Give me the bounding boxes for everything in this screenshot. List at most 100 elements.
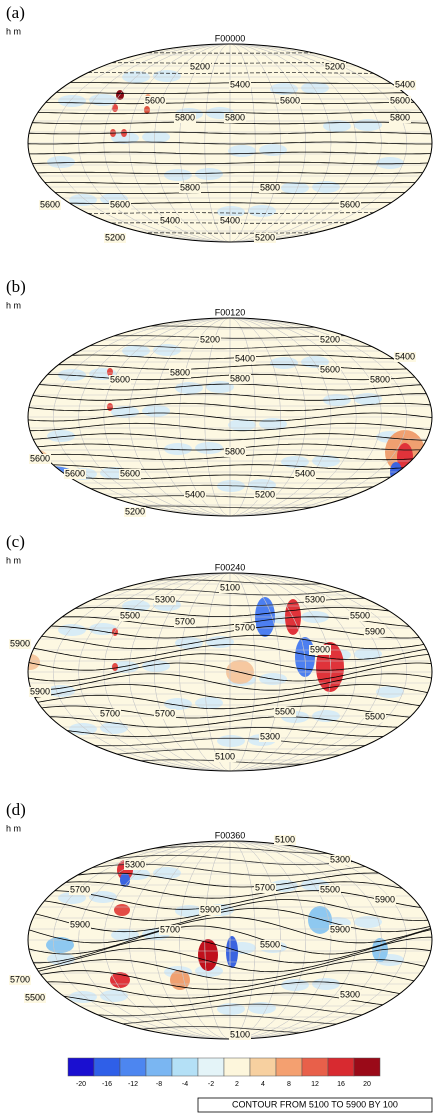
- contour-label: 5800: [230, 373, 250, 383]
- contour-label: 5200: [200, 334, 220, 344]
- contour-label: 5500: [260, 939, 280, 949]
- contour-label: 5200: [320, 334, 340, 344]
- map-speckle: [376, 157, 404, 169]
- colorbar-label: -12: [128, 1081, 138, 1088]
- contour-label: 5500: [350, 610, 370, 620]
- map-speckle: [365, 587, 393, 599]
- anomaly: [107, 403, 113, 411]
- colorbar-label: 16: [337, 1081, 345, 1088]
- map-speckle: [100, 722, 128, 734]
- map-speckle: [195, 168, 223, 180]
- colorbar-label: -2: [208, 1081, 214, 1088]
- map: [0, 318, 432, 516]
- panel-label: (b): [6, 277, 26, 296]
- contour-label: 5700: [235, 622, 255, 632]
- anomaly: [114, 904, 130, 916]
- colorbar-label: 4: [261, 1081, 265, 1088]
- anomaly: [308, 906, 332, 934]
- map-speckle: [47, 156, 75, 168]
- colorbar-swatch: [250, 1058, 276, 1076]
- contour-label: 5600: [390, 95, 410, 105]
- colorbar-label: -20: [76, 1081, 86, 1088]
- map-speckle: [36, 854, 64, 866]
- map-speckle: [365, 855, 393, 867]
- units: h m: [6, 823, 21, 833]
- contour-label: 5600: [320, 364, 340, 374]
- colorbar-label: -16: [102, 1081, 112, 1088]
- contour-label: 5700: [10, 974, 30, 984]
- panel-label: (d): [6, 800, 26, 819]
- map-speckle: [100, 990, 128, 1002]
- contour-label: 5300: [305, 594, 325, 604]
- contour-label: 5900: [330, 924, 350, 934]
- colorbar-swatch: [120, 1058, 146, 1076]
- map-speckle: [228, 145, 256, 157]
- map-speckle: [217, 735, 245, 747]
- contour-label: 5800: [180, 182, 200, 192]
- colorbar-label: 20: [363, 1081, 371, 1088]
- map-speckle: [365, 332, 393, 344]
- contour-label: 5200: [325, 61, 345, 71]
- contour-label: 5100: [230, 1029, 250, 1039]
- map-speckle: [36, 586, 64, 598]
- contour-label: 5400: [395, 351, 415, 361]
- contour-label: 5400: [235, 353, 255, 363]
- units: h m: [6, 26, 21, 36]
- contour-label: 5400: [295, 468, 315, 478]
- contour-label: 5600: [40, 199, 60, 209]
- colorbar-label: -8: [156, 1081, 162, 1088]
- map-speckle: [58, 95, 86, 107]
- map-speckle: [281, 979, 309, 991]
- colorbar-label: -4: [182, 1081, 188, 1088]
- map-speckle: [69, 194, 97, 206]
- contour-label: 5500: [25, 992, 45, 1002]
- contour-label: 5300: [260, 731, 280, 741]
- anomaly: [112, 663, 118, 671]
- contour-label: 5800: [225, 446, 245, 456]
- contour-label: 5800: [390, 112, 410, 122]
- contour-label: 5200: [105, 232, 125, 242]
- anomaly: [226, 936, 238, 968]
- contour-label: 5300: [125, 859, 145, 869]
- contour-label: 5300: [330, 854, 350, 864]
- map-speckle: [142, 405, 170, 417]
- map-speckle: [195, 697, 223, 709]
- contour-label: 5600: [110, 199, 130, 209]
- contour-label: 5700: [100, 708, 120, 718]
- time-label: F00240: [215, 562, 246, 572]
- contour-label: 5500: [120, 610, 140, 620]
- map-speckle: [164, 169, 192, 181]
- colorbar-label: 8: [287, 1081, 291, 1088]
- map-speckle: [153, 344, 181, 356]
- time-label: F00000: [215, 33, 246, 43]
- colorbar-swatch: [328, 1058, 354, 1076]
- contour-label: 5800: [170, 367, 190, 377]
- figure: (a)h mF000005200520054005400560056005600…: [0, 0, 435, 1115]
- map: [20, 573, 432, 771]
- map-speckle: [281, 182, 309, 194]
- time-label: F00120: [215, 307, 246, 317]
- time-label: F00360: [215, 830, 246, 840]
- contour-label: 5500: [365, 711, 385, 721]
- contour-label: 5700: [155, 708, 175, 718]
- map-speckle: [195, 442, 223, 454]
- contour-label: 5100: [215, 751, 235, 761]
- contour-label: 5300: [155, 594, 175, 604]
- units: h m: [6, 300, 21, 310]
- map-speckle: [142, 131, 170, 143]
- units: h m: [6, 555, 21, 565]
- map-speckle: [270, 357, 298, 369]
- colorbar-label: 12: [311, 1081, 319, 1088]
- contour-label: 5900: [200, 904, 220, 914]
- anomaly: [198, 939, 218, 971]
- colorbar-swatch: [146, 1058, 172, 1076]
- contour-label: 5900: [10, 638, 30, 648]
- map-speckle: [153, 70, 181, 82]
- contour-label: 5900: [30, 686, 50, 696]
- contour-label: 5600: [120, 468, 140, 478]
- contour-label: 5400: [185, 489, 205, 499]
- footer: CONTOUR FROM 5100 TO 5900 BY 100: [232, 1099, 398, 1109]
- contour-label: 5200: [255, 232, 275, 242]
- map-speckle: [365, 58, 393, 70]
- map: [28, 44, 432, 242]
